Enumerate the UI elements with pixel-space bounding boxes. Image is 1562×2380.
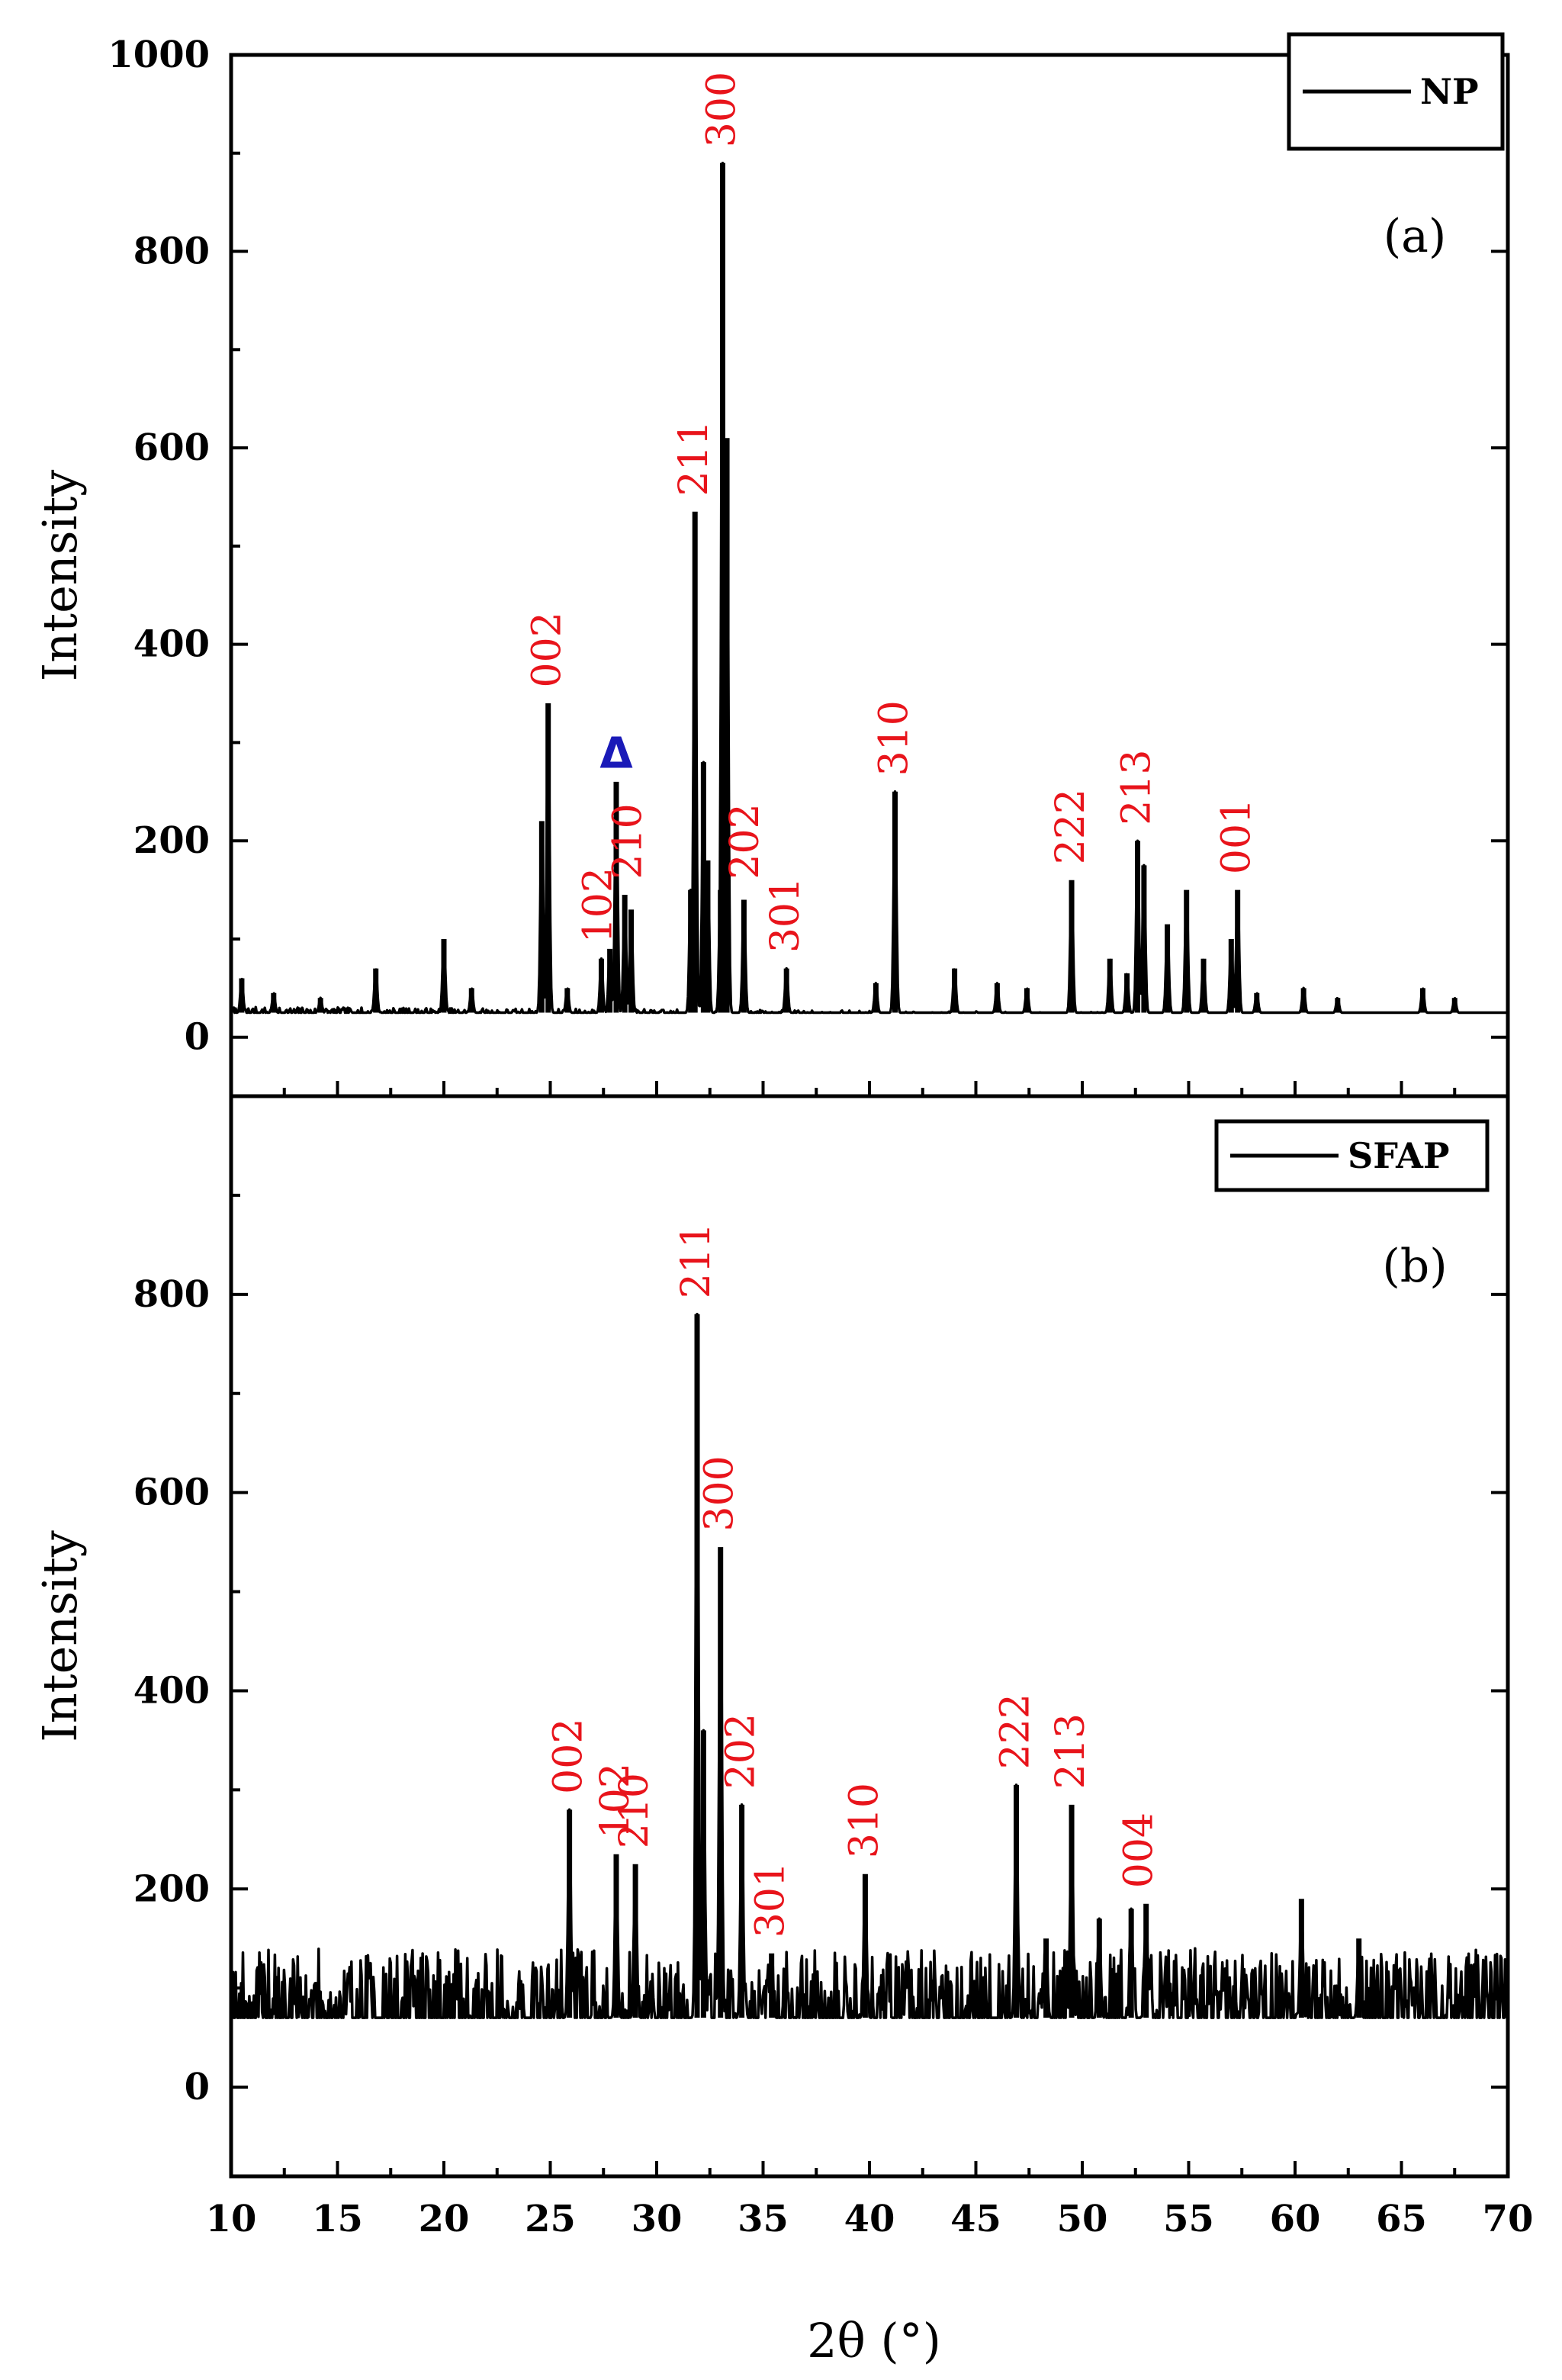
peak-label-210: 210	[606, 803, 651, 879]
peak-label-002: 002	[525, 612, 570, 687]
panel-tag: (a)	[1384, 210, 1447, 263]
peak-label-002: 002	[546, 1719, 592, 1794]
peak-label-102: 102	[576, 867, 622, 943]
y-tick-label: 800	[133, 230, 210, 273]
y-tick-label: 200	[133, 819, 210, 862]
peak-label-213: 213	[1048, 1713, 1094, 1789]
peak-label-102: 102	[593, 1763, 638, 1838]
legend-label: SFAP	[1348, 1135, 1449, 1176]
y-tick-label: 0	[185, 2066, 210, 2108]
y-tick-label: 1000	[108, 34, 210, 76]
peak-label-004: 004	[1116, 1812, 1162, 1888]
peak-label-301: 301	[748, 1862, 794, 1938]
x-tick-label: 55	[1163, 2198, 1214, 2240]
y-tick-label: 600	[133, 1471, 210, 1514]
y-tick-label: 0	[185, 1016, 210, 1059]
x-tick-label: 65	[1376, 2198, 1427, 2240]
peak-label-222: 222	[993, 1693, 1039, 1769]
y-tick-label: 400	[133, 623, 210, 666]
x-tick-label: 15	[312, 2198, 363, 2240]
x-tick-label: 40	[844, 2198, 895, 2240]
peak-label-211: 211	[671, 420, 717, 496]
panel-b-sfap: 0 200 400 600 800 10 15 20 25 30 35 40 45 50 55 60 65 70 I…	[32, 1094, 1534, 2240]
x-tick-label: 35	[738, 2198, 789, 2240]
plot-frame	[229, 53, 1510, 1098]
peak-label-222: 222	[1048, 789, 1094, 864]
peak-label-300: 300	[699, 72, 744, 147]
peak-label-301: 301	[763, 877, 808, 953]
y-tick-label: 600	[133, 426, 210, 469]
x-tick-label: 60	[1270, 2198, 1321, 2240]
x-tick-label: 30	[632, 2198, 683, 2240]
x-tick-label: 45	[950, 2198, 1001, 2240]
xrd-trace-sfap	[230, 1313, 1509, 2019]
delta-marker: Δ	[599, 728, 633, 778]
peak-label-001: 001	[1214, 799, 1260, 874]
peak-label-202: 202	[722, 803, 768, 879]
x-tick-label: 10	[206, 2198, 257, 2240]
y-tick-label: 800	[133, 1273, 210, 1316]
peak-label-210: 210	[612, 1773, 657, 1848]
peak-label-211: 211	[673, 1223, 719, 1298]
x-tick-label: 25	[525, 2198, 576, 2240]
x-tick-label: 50	[1057, 2198, 1108, 2240]
y-axis-title: Intensity	[32, 1530, 88, 1742]
legend-label: NP	[1420, 71, 1479, 112]
peak-label-202: 202	[718, 1713, 764, 1789]
legend-box	[1287, 32, 1505, 151]
peak-label-310: 310	[871, 700, 917, 776]
y-axis-title: Intensity	[32, 470, 88, 682]
x-axis-title: 2θ (°)	[807, 2313, 941, 2369]
peak-label-213: 213	[1114, 749, 1160, 825]
xrd-trace-np	[230, 161, 1509, 1015]
panel-tag: (b)	[1382, 1240, 1447, 1293]
peak-label-300: 300	[697, 1455, 743, 1531]
y-tick-label: 400	[133, 1669, 210, 1712]
x-tick-label: 70	[1483, 2198, 1534, 2240]
y-tick-label: 200	[133, 1867, 210, 1910]
x-tick-label: 20	[419, 2198, 470, 2240]
peak-label-310: 310	[841, 1783, 887, 1858]
